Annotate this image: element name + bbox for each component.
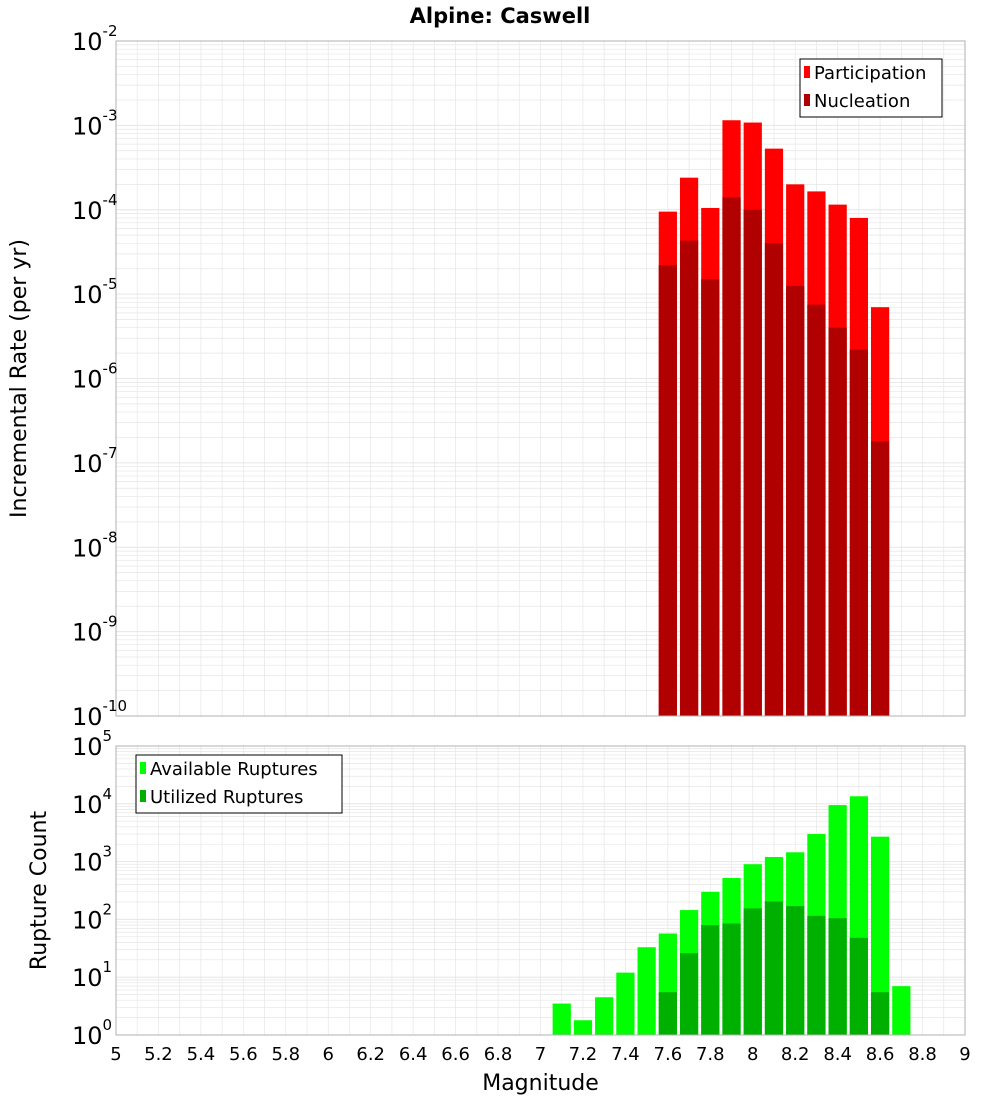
count-plot-frame <box>115 745 966 1036</box>
bar-nucleation <box>786 285 805 716</box>
x-tick-label: 6.6 <box>441 1044 470 1065</box>
bar-available-ruptures <box>616 972 635 1035</box>
x-tick-label: 6.2 <box>356 1044 385 1065</box>
legend-box <box>799 58 943 118</box>
x-tick-label: 7.6 <box>654 1044 683 1065</box>
y-tick-label: 10-7 <box>72 444 118 478</box>
x-tick-label: 7 <box>535 1044 546 1065</box>
bar-nucleation <box>828 327 847 716</box>
bar-nucleation <box>764 243 784 717</box>
legend-swatch <box>140 762 146 774</box>
y-tick-label: 10-2 <box>72 22 118 56</box>
bar-available-ruptures <box>595 997 614 1035</box>
bar-available-ruptures <box>892 986 911 1035</box>
y-tick-label: 10-8 <box>72 528 118 562</box>
x-tick-label: 5.2 <box>144 1044 173 1065</box>
bar-utilized-ruptures <box>807 915 826 1035</box>
rate-legend: Participation Nucleation <box>799 58 943 118</box>
y-tick-label: 101 <box>72 958 112 992</box>
bar-utilized-ruptures <box>701 925 720 1035</box>
bar-utilized-ruptures <box>743 908 762 1035</box>
rate-plot-frame <box>115 40 966 717</box>
x-tick-label: 6.4 <box>399 1044 428 1065</box>
magnitude-x-ticks: 5 5.2 5.4 5.6 5.8 6 6.2 6.4 6.6 6.8 7 7.2 7.4 7.6 7.8 8… <box>110 1044 970 1065</box>
y-tick-label: 10-6 <box>72 360 118 394</box>
bar-utilized-ruptures <box>658 992 677 1035</box>
x-tick-label: 6 <box>323 1044 334 1065</box>
x-tick-label: 9 <box>959 1044 970 1065</box>
y-tick-label: 10-9 <box>72 613 118 647</box>
x-tick-label: 7.8 <box>696 1044 725 1065</box>
y-tick-label: 10-10 <box>72 697 127 731</box>
legend-label: Utilized Ruptures <box>150 787 303 808</box>
y-tick-label: 104 <box>72 785 112 819</box>
count-legend: Available Ruptures Utilized Ruptures <box>135 754 343 814</box>
bar-utilized-ruptures <box>849 937 868 1035</box>
bar-utilized-ruptures <box>764 901 784 1035</box>
bar-utilized-ruptures <box>870 992 890 1035</box>
x-tick-label: 8.2 <box>781 1044 810 1065</box>
x-tick-label: 5.6 <box>229 1044 258 1065</box>
rate-panel: 10-2 10-3 10-4 10-5 10-6 10-7 10-8 10-9 10-10 In… <box>7 22 966 731</box>
bar-utilized-ruptures <box>679 953 699 1035</box>
bar-nucleation <box>679 240 699 717</box>
y-tick-label: 10-3 <box>72 106 118 140</box>
x-tick-label: 5 <box>110 1044 121 1065</box>
bar-nucleation <box>849 349 868 716</box>
x-axis-label: Magnitude <box>482 1071 599 1096</box>
legend-label: Participation <box>814 63 926 84</box>
bar-available-ruptures <box>552 1003 571 1035</box>
x-tick-label: 5.4 <box>187 1044 216 1065</box>
y-tick-label: 100 <box>72 1016 112 1050</box>
bar-nucleation <box>722 197 741 717</box>
x-tick-label: 5.8 <box>271 1044 300 1065</box>
count-y-ticks: 105 104 103 102 101 100 <box>72 727 112 1050</box>
bar-nucleation <box>807 304 826 716</box>
y-tick-label: 10-5 <box>72 275 118 309</box>
bar-utilized-ruptures <box>786 906 805 1035</box>
x-tick-label: 8.8 <box>908 1044 937 1065</box>
x-tick-label: 7.2 <box>569 1044 598 1065</box>
chart-title: Alpine: Caswell <box>410 4 591 28</box>
legend-label: Available Ruptures <box>150 759 318 780</box>
x-tick-label: 7.4 <box>611 1044 640 1065</box>
rate-y-axis-label: Incremental Rate (per yr) <box>7 239 32 518</box>
x-tick-label: 8 <box>747 1044 758 1065</box>
count-y-axis-label: Rupture Count <box>27 811 52 971</box>
rate-y-ticks: 10-2 10-3 10-4 10-5 10-6 10-7 10-8 10-9 10-10 <box>72 22 127 731</box>
bar-nucleation <box>658 265 677 716</box>
x-tick-label: 8.4 <box>823 1044 852 1065</box>
bar-available-ruptures <box>870 836 890 1035</box>
y-tick-label: 105 <box>72 727 112 761</box>
bar-utilized-ruptures <box>828 918 847 1035</box>
y-tick-label: 103 <box>72 843 112 877</box>
legend-swatch <box>140 790 146 802</box>
legend-swatch <box>804 66 810 78</box>
rate-bars <box>658 120 890 717</box>
x-tick-label: 8.6 <box>866 1044 895 1065</box>
legend-label: Nucleation <box>814 91 910 112</box>
legend-box <box>135 754 343 814</box>
legend-swatch <box>804 94 810 106</box>
count-panel: 105 104 103 102 101 100 5 5.2 5.4 5.6 5.8 6 6.2 6.4 6… <box>27 727 971 1096</box>
count-bars <box>552 796 911 1035</box>
y-tick-label: 10-4 <box>72 191 118 225</box>
bar-available-ruptures <box>573 1020 593 1035</box>
y-tick-label: 102 <box>72 900 112 934</box>
bar-nucleation <box>743 209 762 716</box>
bar-available-ruptures <box>637 947 656 1035</box>
x-tick-label: 6.8 <box>484 1044 513 1065</box>
bar-nucleation <box>701 279 720 716</box>
bar-utilized-ruptures <box>722 923 741 1035</box>
bar-nucleation <box>870 441 890 716</box>
